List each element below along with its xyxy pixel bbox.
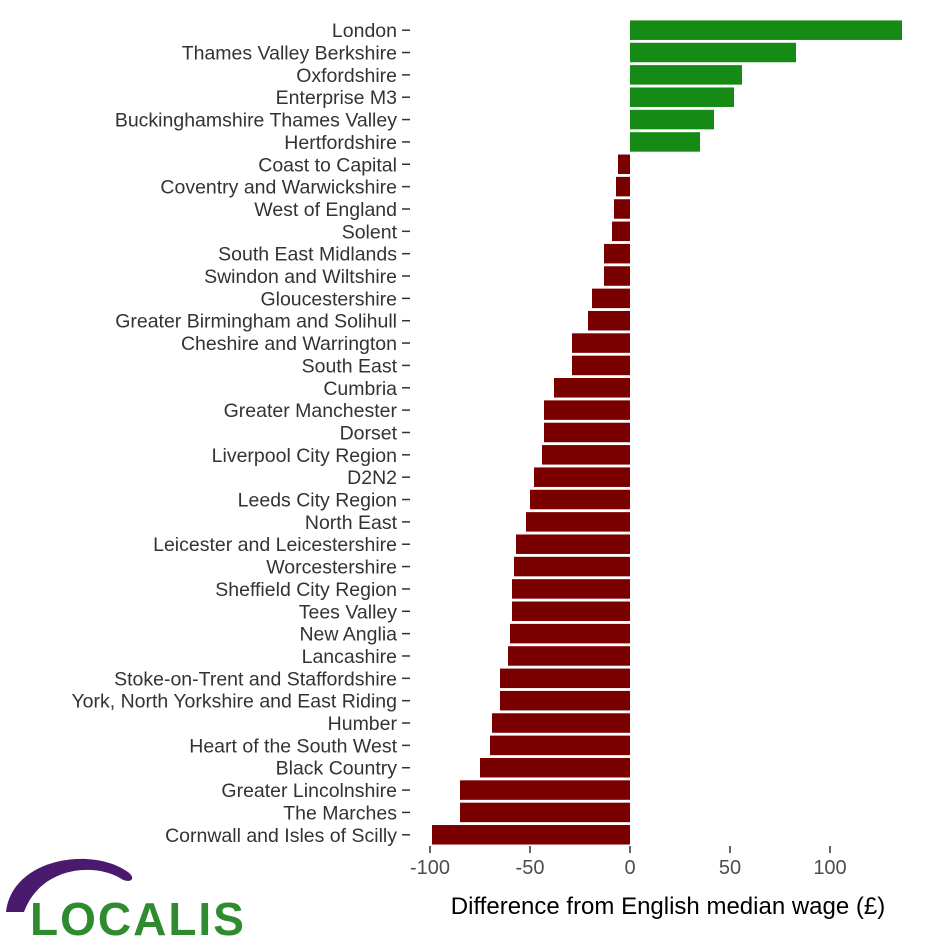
bar xyxy=(544,422,630,443)
bar xyxy=(508,646,630,666)
bar xyxy=(572,333,630,353)
category-label: The Marches xyxy=(283,802,397,824)
localis-logo: LOCALIS xyxy=(6,858,246,938)
bar xyxy=(630,65,742,85)
category-label: Greater Lincolnshire xyxy=(221,780,397,802)
category-label: Swindon and Wiltshire xyxy=(204,266,397,288)
bar xyxy=(534,467,630,487)
bar xyxy=(630,20,902,40)
category-label: Cornwall and Isles of Scilly xyxy=(165,825,397,847)
category-label: Leicester and Leicestershire xyxy=(153,534,397,556)
bar xyxy=(514,556,630,577)
bar xyxy=(630,87,734,107)
bar xyxy=(588,310,630,331)
bar xyxy=(500,668,630,689)
bar xyxy=(630,42,796,63)
category-label: Cheshire and Warrington xyxy=(181,333,397,355)
x-tick-label: 50 xyxy=(719,857,741,879)
category-label: Worcestershire xyxy=(266,557,397,579)
category-label: New Anglia xyxy=(299,624,397,646)
x-tick-label: -50 xyxy=(516,857,545,879)
bar xyxy=(614,199,630,219)
bar xyxy=(542,445,630,465)
category-label: North East xyxy=(305,512,398,534)
category-label: Thames Valley Berkshire xyxy=(182,43,397,65)
category-label: York, North Yorkshire and East Riding xyxy=(71,691,397,713)
bar xyxy=(604,243,630,264)
bar xyxy=(492,713,630,733)
bar xyxy=(432,825,630,845)
category-label: South East xyxy=(302,355,398,377)
bar xyxy=(616,176,630,197)
category-label: Leeds City Region xyxy=(238,490,397,512)
x-axis-ticks: -100 -50 0 50 100 xyxy=(410,846,847,879)
category-label: Black Country xyxy=(276,758,398,780)
bar xyxy=(612,221,630,242)
category-label: Cumbria xyxy=(323,378,397,400)
category-label: Sheffield City Region xyxy=(215,579,397,601)
bar xyxy=(526,512,630,532)
category-label: London xyxy=(332,20,397,42)
bar xyxy=(512,579,630,599)
category-label: Hertfordshire xyxy=(284,132,397,154)
bars-group xyxy=(432,20,902,845)
category-label: South East Midlands xyxy=(218,244,397,266)
y-axis-ticks xyxy=(402,29,410,836)
category-label: Dorset xyxy=(340,422,398,444)
bar xyxy=(604,266,630,286)
category-label: Coast to Capital xyxy=(258,154,397,176)
category-label: Enterprise M3 xyxy=(276,87,397,109)
bar xyxy=(554,378,630,398)
category-label: Liverpool City Region xyxy=(212,445,397,467)
category-label: Greater Birmingham and Solihull xyxy=(115,311,397,333)
category-label: Humber xyxy=(328,713,398,735)
x-tick-label: 0 xyxy=(624,857,635,879)
category-label: Stoke-on-Trent and Staffordshire xyxy=(114,668,397,690)
x-tick-label: -100 xyxy=(410,857,450,879)
bar xyxy=(512,601,630,622)
x-axis-title: Difference from English median wage (£) xyxy=(451,893,885,920)
category-label: Gloucestershire xyxy=(260,288,397,310)
category-label: Lancashire xyxy=(302,646,397,668)
bar xyxy=(572,355,630,376)
bar xyxy=(592,288,630,309)
bar xyxy=(630,109,714,130)
bar xyxy=(618,154,630,175)
bar xyxy=(516,534,630,554)
bar xyxy=(510,623,630,644)
category-label: West of England xyxy=(254,199,397,221)
logo-swoosh xyxy=(6,858,133,912)
bar xyxy=(460,802,630,823)
bar xyxy=(460,780,630,800)
category-label: Coventry and Warwickshire xyxy=(160,177,397,199)
category-label: Tees Valley xyxy=(299,601,398,623)
logo-text: LOCALIS xyxy=(30,893,246,938)
category-label: Solent xyxy=(342,221,398,243)
category-label: Buckinghamshire Thames Valley xyxy=(115,110,397,132)
bar xyxy=(630,132,700,152)
category-label: Greater Manchester xyxy=(224,400,398,422)
bar xyxy=(530,489,630,510)
category-label: D2N2 xyxy=(347,467,397,489)
bar xyxy=(500,690,630,711)
bar xyxy=(480,757,630,778)
bar xyxy=(490,735,630,756)
x-tick-label: 100 xyxy=(813,857,846,879)
category-label: Oxfordshire xyxy=(296,65,397,87)
bar xyxy=(544,400,630,420)
category-label: Heart of the South West xyxy=(189,735,397,757)
